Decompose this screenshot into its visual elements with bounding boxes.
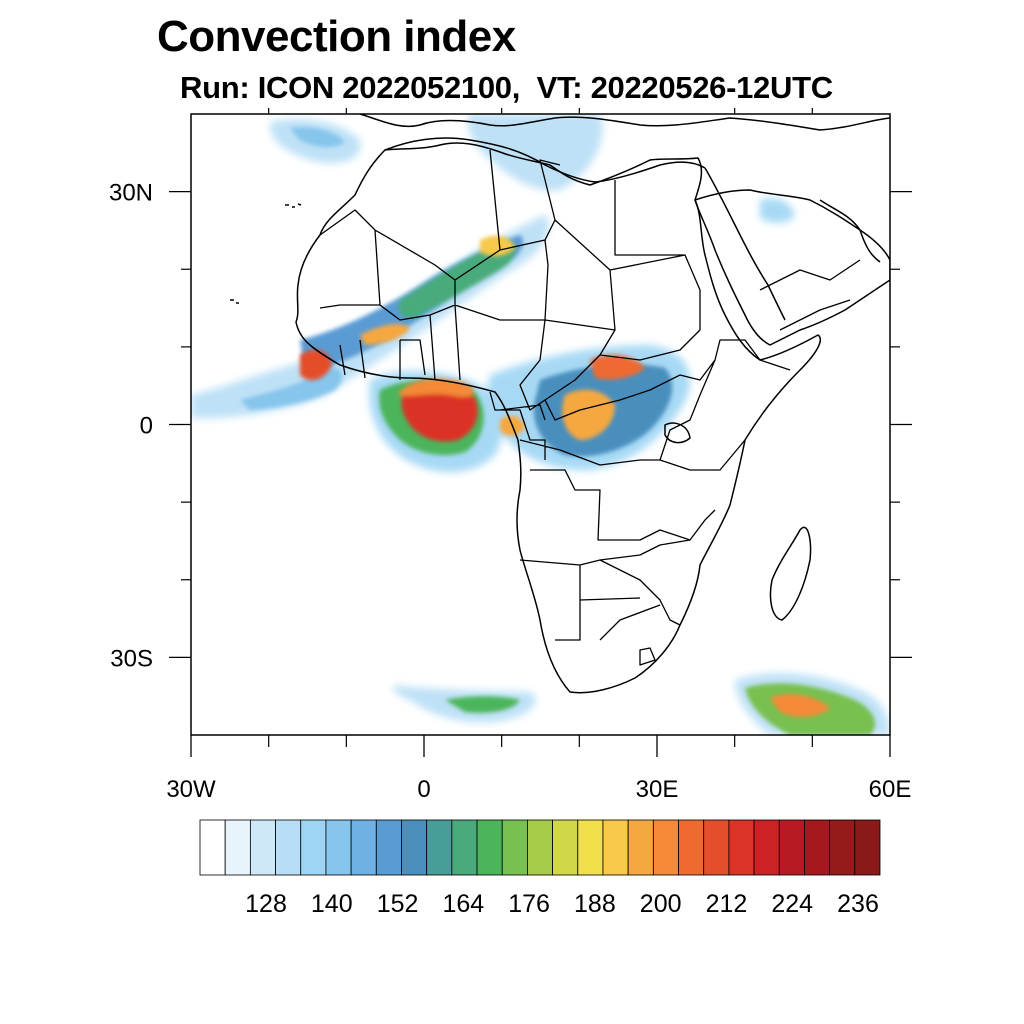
persian-gulf-coast [819,199,881,263]
colorbar-level-label: 140 [311,890,353,918]
field-patch-arabia [760,198,795,223]
field-patch-mediterranean [467,114,603,191]
colorbar-swatch [249,819,276,876]
colorbar-level-label: 200 [640,890,682,918]
field-core-south-sudan [590,354,645,380]
colorbar-level-label: 224 [771,890,813,918]
field-core-sierra-leone [300,349,332,381]
colorbar-level-label: 188 [574,890,616,918]
canary-islands [285,203,302,208]
colorbar-swatch [527,819,553,876]
axis-tick-labels: 30W 0 30E 60E 30N 0 30S [109,180,911,803]
lat-tick-label: 0 [140,413,153,440]
country-borders [319,149,861,666]
colorbar-swatch [652,819,679,876]
lat-tick-label: 30N [109,180,153,207]
coastlines-borders [230,114,890,694]
colorbar-swatch [552,819,579,876]
colorbar-swatch [678,819,705,876]
colorbar-swatch [602,819,629,876]
colorbar [199,819,881,876]
colorbar-swatch [829,819,856,876]
chart-subtitle: Run: ICON 2022052100, VT: 20220526-12UTC [180,70,833,105]
colorbar-swatch [804,819,831,876]
field-patch-south-atlantic-mid [445,696,520,713]
colorbar-swatch [426,819,453,876]
chart-title: Convection index [157,12,516,61]
field-core-chad [480,235,515,257]
colorbar-level-label: 128 [245,890,287,918]
colorbar-swatch [199,819,226,876]
colorbar-swatch [854,819,881,876]
colorbar-swatch [451,819,478,876]
colorbar-swatch [325,819,352,876]
field-core-south-indian [770,694,830,717]
lon-tick-label: 60E [869,776,912,803]
lon-tick-label: 30W [166,776,216,803]
colorbar-swatch [375,819,402,876]
convection-field [191,114,890,735]
arabia-coastline [694,189,890,346]
lon-tick-label: 30E [636,776,679,803]
mediterranean-south-shore [384,137,706,183]
colorbar-swatch [577,819,604,876]
field-core-sahel-west [360,324,410,345]
colorbar-swatch [224,819,251,876]
colorbar-swatch [753,819,780,876]
lat-tick-label: 30S [110,645,153,672]
colorbar-level-label: 164 [442,890,484,918]
red-sea-coast [704,167,786,321]
colorbar-level-label: 236 [837,890,879,918]
colorbar-swatch [501,819,528,876]
colorbar-level-label: 212 [706,890,748,918]
africa-coastline [295,142,821,694]
lake-victoria [664,422,691,444]
field-core-gulf-guinea [401,382,478,442]
colorbar-swatch [275,819,302,876]
colorbar-labels: 128 140 152 164 176 188 200 212 224 236 [245,890,879,918]
colorbar-swatch [728,819,755,876]
europe-coastline [359,114,890,131]
colorbar-level-label: 176 [508,890,550,918]
colorbar-level-label: 152 [377,890,419,918]
field-patch-north-atlantic-mid [290,127,345,148]
axis-ticks [169,108,912,757]
colorbar-swatch [300,819,327,876]
colorbar-swatch [627,819,654,876]
colorbar-swatch [401,819,428,876]
lon-tick-label: 0 [417,776,430,803]
colorbar-swatch [350,819,377,876]
colorbar-swatch [778,819,805,876]
cape-verde [230,299,239,304]
madagascar-coastline [769,526,812,621]
colorbar-swatch [476,819,503,876]
field-core-central-africa [562,389,615,440]
colorbar-swatch [703,819,730,876]
